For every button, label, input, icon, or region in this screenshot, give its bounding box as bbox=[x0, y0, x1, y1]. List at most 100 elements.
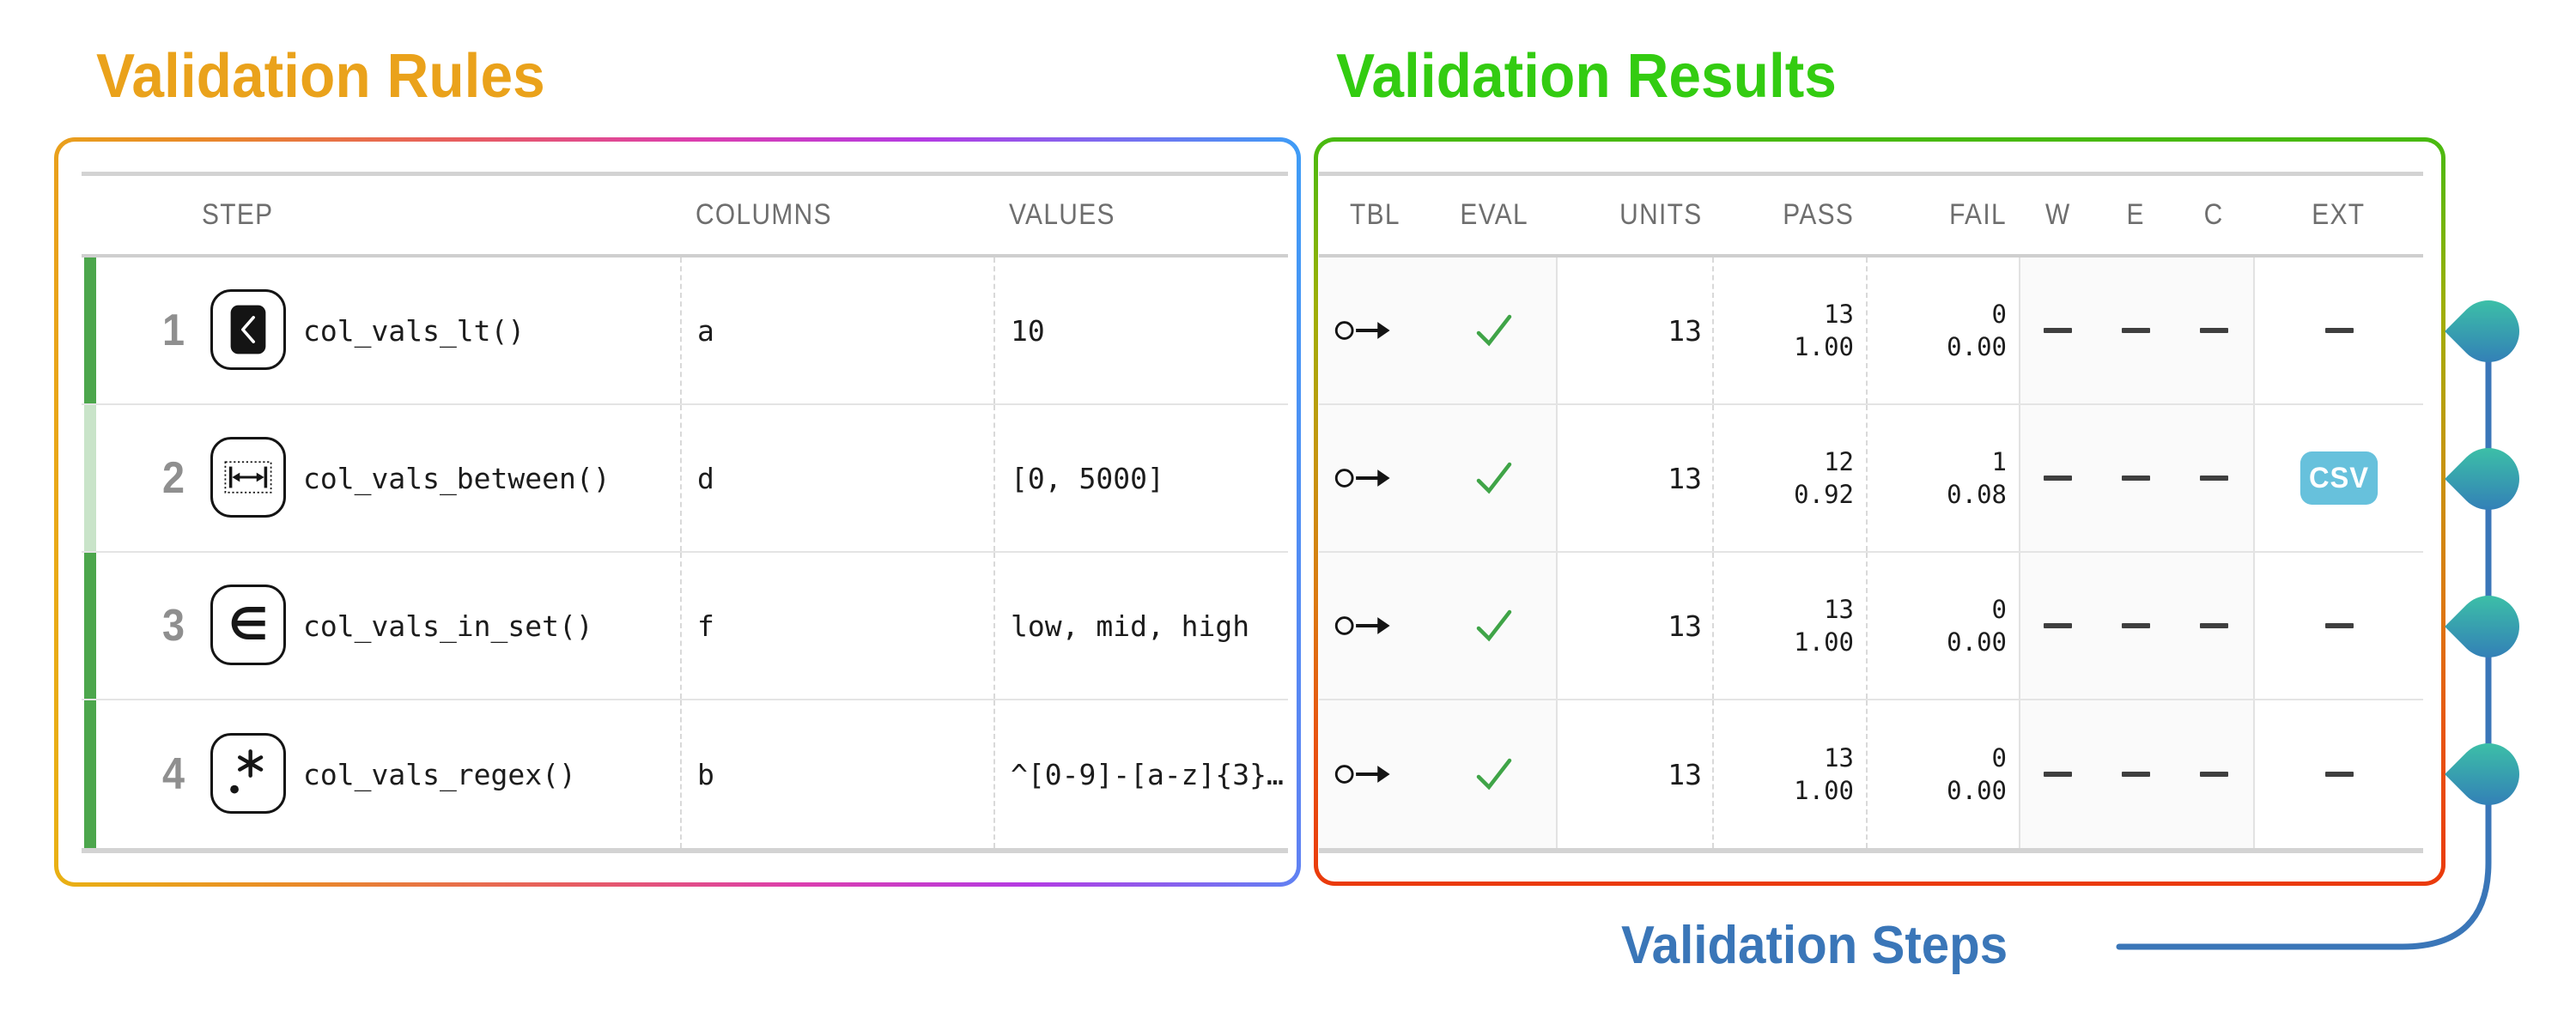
result-row: 13 13 1.00 0 0.00 bbox=[1319, 553, 2423, 700]
rules-section-title: Validation Rules bbox=[96, 42, 545, 111]
status-bar bbox=[84, 553, 96, 699]
extract-cell bbox=[2253, 258, 2423, 403]
rules-header-row: STEP COLUMNS VALUES bbox=[82, 176, 1288, 254]
dash-icon bbox=[2044, 772, 2072, 777]
values-cell: ^[0-9]-[a-z]{3}… bbox=[993, 700, 1288, 848]
dash-icon bbox=[2122, 772, 2150, 777]
pass-count: 12 bbox=[1824, 447, 1854, 476]
column-header-step: STEP bbox=[202, 198, 274, 231]
critical-cell bbox=[2175, 405, 2253, 551]
warn-cell bbox=[2019, 258, 2097, 403]
less-than-icon bbox=[210, 289, 286, 370]
column-header-e: E bbox=[2126, 198, 2146, 231]
extract-cell: CSV bbox=[2253, 405, 2423, 551]
pass-count: 13 bbox=[1824, 300, 1854, 329]
eval-check-icon bbox=[1431, 258, 1558, 403]
fail-cell: 1 0.08 bbox=[1866, 405, 2019, 551]
column-header-w: W bbox=[2044, 198, 2071, 231]
error-cell bbox=[2097, 405, 2175, 551]
column-header-units: UNITS bbox=[1619, 198, 1702, 231]
units-cell: 13 bbox=[1668, 757, 1702, 791]
fail-cell: 0 0.00 bbox=[1866, 700, 2019, 848]
column-header-tbl: TBL bbox=[1349, 198, 1400, 231]
status-bar bbox=[84, 258, 96, 403]
table-bottom-rule bbox=[1319, 848, 2423, 853]
step-droplet-icon bbox=[2445, 730, 2532, 818]
warn-cell bbox=[2019, 553, 2097, 699]
extract-cell bbox=[2253, 700, 2423, 848]
table-row: 1 col_vals_lt() a 10 bbox=[82, 258, 1288, 405]
eval-check-icon bbox=[1431, 700, 1558, 848]
units-cell: 13 bbox=[1668, 609, 1702, 643]
table-arrow-icon bbox=[1319, 258, 1431, 403]
units-cell: 13 bbox=[1668, 461, 1702, 495]
fail-cell: 0 0.00 bbox=[1866, 258, 2019, 403]
critical-cell bbox=[2175, 553, 2253, 699]
column-header-eval: EVAL bbox=[1460, 198, 1528, 231]
step-number: 3 bbox=[161, 601, 185, 651]
validation-fn-name: col_vals_lt() bbox=[303, 313, 526, 348]
between-icon bbox=[210, 437, 286, 518]
dash-icon bbox=[2324, 328, 2354, 333]
fail-cell: 0 0.00 bbox=[1866, 553, 2019, 699]
dash-icon bbox=[2122, 328, 2150, 333]
fail-count: 0 bbox=[1991, 595, 2007, 624]
step-droplet-icon bbox=[2445, 583, 2532, 670]
table-row: 4 col_vals_regex() b ^[0-9]-[a-z]{3}… bbox=[82, 700, 1288, 848]
validation-fn-name: col_vals_between() bbox=[303, 461, 611, 495]
pass-fraction: 1.00 bbox=[1794, 776, 1854, 805]
dash-icon bbox=[2122, 476, 2150, 481]
critical-cell bbox=[2175, 700, 2253, 848]
dash-icon bbox=[2324, 772, 2354, 777]
pass-cell: 13 1.00 bbox=[1712, 553, 1866, 699]
table-row: 3 ∈ col_vals_in_set() f low, mid, high bbox=[82, 553, 1288, 700]
dash-icon bbox=[2044, 623, 2072, 628]
pass-cell: 12 0.92 bbox=[1712, 405, 1866, 551]
dash-icon bbox=[2122, 623, 2150, 628]
fail-fraction: 0.00 bbox=[1947, 627, 2007, 657]
validation-fn-name: col_vals_regex() bbox=[303, 757, 576, 791]
steps-section-title: Validation Steps bbox=[1621, 916, 2008, 975]
column-header-values: VALUES bbox=[1009, 198, 1115, 231]
regex-icon bbox=[210, 733, 286, 814]
results-header-row: TBL EVAL UNITS PASS FAIL W E C EXT bbox=[1319, 176, 2423, 254]
header-bottom-rule bbox=[82, 254, 1288, 258]
pass-cell: 13 1.00 bbox=[1712, 258, 1866, 403]
dash-icon bbox=[2200, 328, 2228, 333]
dash-icon bbox=[2324, 623, 2354, 628]
status-bar bbox=[84, 700, 96, 848]
error-cell bbox=[2097, 700, 2175, 848]
fail-count: 1 bbox=[1991, 447, 2007, 476]
dash-icon bbox=[2200, 476, 2228, 481]
column-header-ext: EXT bbox=[2311, 198, 2366, 231]
pass-fraction: 1.00 bbox=[1794, 627, 1854, 657]
warn-cell bbox=[2019, 700, 2097, 848]
result-row: 13 13 1.00 0 0.00 bbox=[1319, 700, 2423, 848]
rules-table-half: STEP COLUMNS VALUES 1 col_vals_lt() a 10… bbox=[82, 172, 1288, 853]
eval-check-icon bbox=[1431, 405, 1558, 551]
pass-count: 13 bbox=[1824, 595, 1854, 624]
fail-fraction: 0.00 bbox=[1947, 776, 2007, 805]
validation-fn-name: col_vals_in_set() bbox=[303, 609, 593, 643]
result-row: 13 12 0.92 1 0.08 CSV bbox=[1319, 405, 2423, 553]
values-cell: 10 bbox=[993, 258, 1288, 403]
step-number: 1 bbox=[161, 306, 185, 355]
step-droplet-icon bbox=[2445, 435, 2532, 523]
dash-icon bbox=[2044, 328, 2072, 333]
pass-fraction: 1.00 bbox=[1794, 332, 1854, 361]
status-bar bbox=[84, 405, 96, 551]
table-arrow-icon bbox=[1319, 553, 1431, 699]
table-arrow-icon bbox=[1319, 700, 1431, 848]
error-cell bbox=[2097, 553, 2175, 699]
columns-cell: f bbox=[680, 553, 993, 699]
extract-cell bbox=[2253, 553, 2423, 699]
header-bottom-rule bbox=[1319, 254, 2423, 258]
values-cell: [0, 5000] bbox=[993, 405, 1288, 551]
table-bottom-rule bbox=[82, 848, 1288, 853]
in-set-icon: ∈ bbox=[210, 585, 286, 665]
dash-icon bbox=[2200, 772, 2228, 777]
pass-cell: 13 1.00 bbox=[1712, 700, 1866, 848]
csv-download-badge[interactable]: CSV bbox=[2300, 451, 2379, 505]
fail-fraction: 0.00 bbox=[1947, 332, 2007, 361]
